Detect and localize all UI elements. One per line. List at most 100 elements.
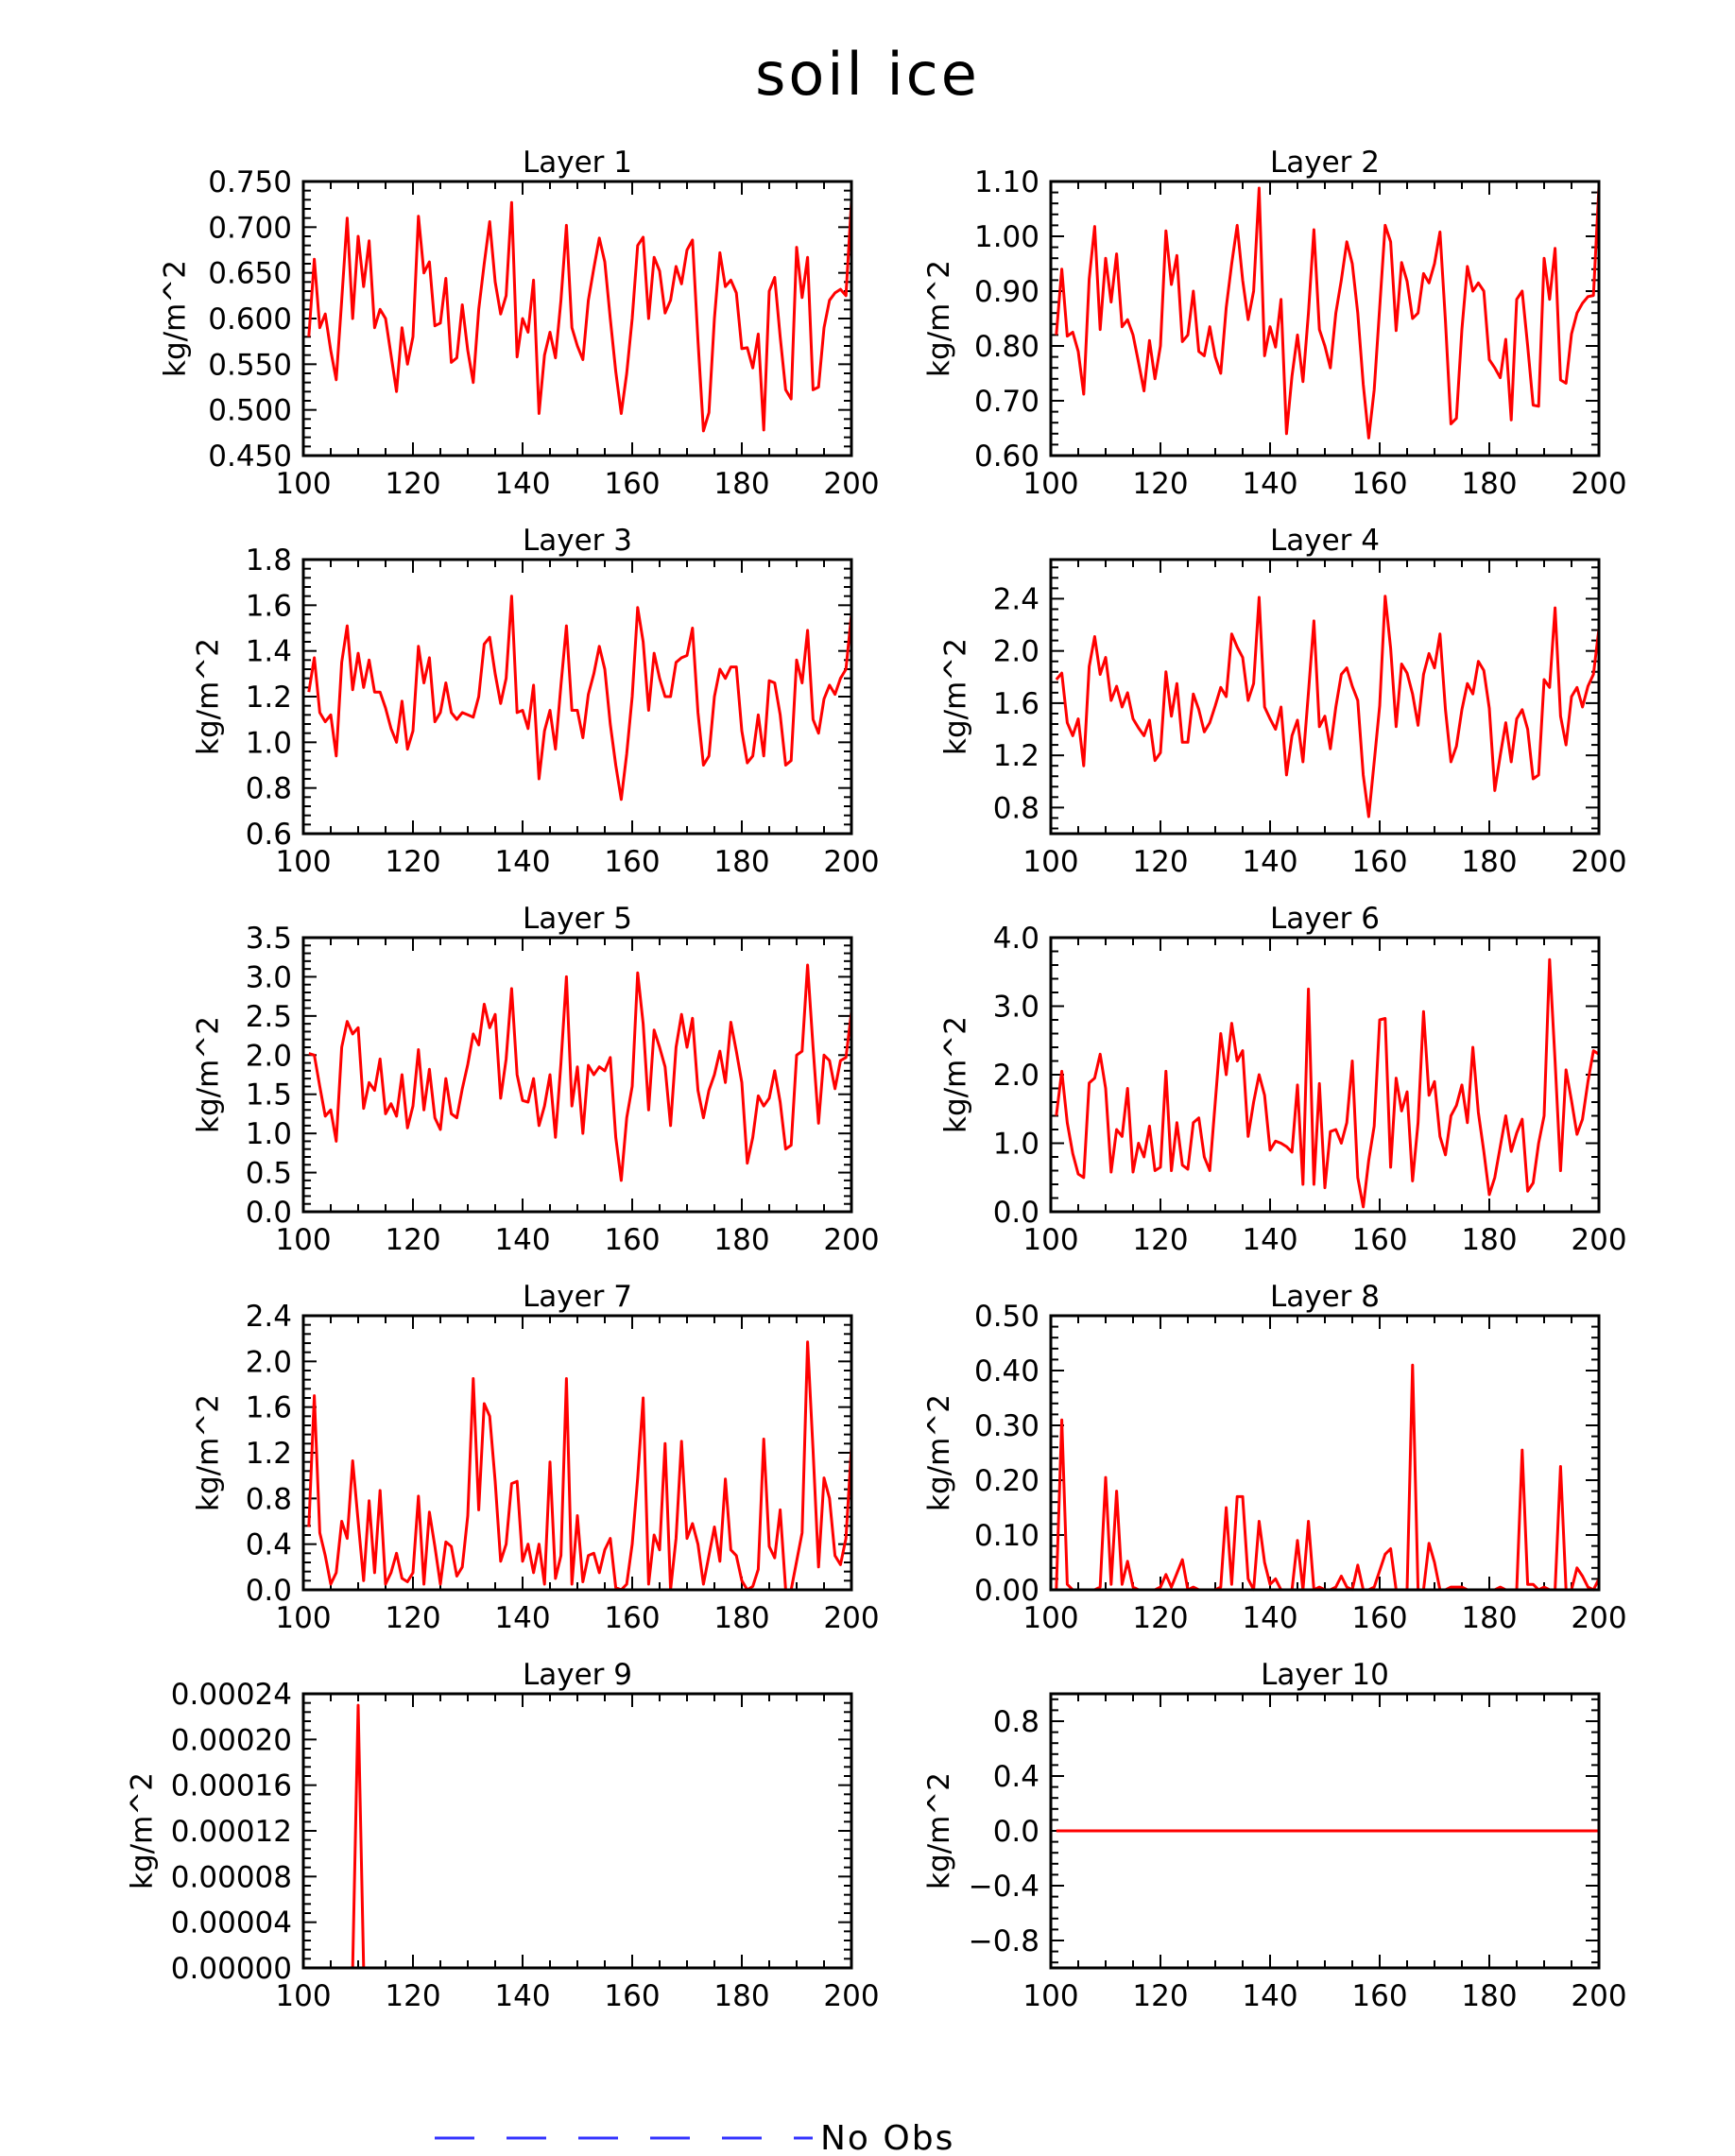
y-tick-label: 0.70	[974, 385, 1039, 419]
series-line	[1055, 186, 1601, 440]
y-tick-label: 0.00000	[171, 1952, 292, 1986]
x-tick-label: 180	[1461, 1223, 1517, 1257]
y-tick-label: −0.8	[969, 1924, 1039, 1958]
panel-6: Layer 6 100 120 140 160 180 200 0.0 1.0 2.0 3.0 4.0…	[939, 902, 1627, 1257]
y-tick-label: 1.2	[246, 681, 292, 715]
x-tick-label: 140	[494, 1223, 550, 1257]
y-tick-label: 0.8	[246, 772, 292, 806]
y-tick-label: 0.6	[246, 818, 292, 852]
x-tick-label: 160	[1351, 1223, 1407, 1257]
x-tick-label: 160	[1351, 467, 1407, 501]
y-tick-label: 0.0	[246, 1574, 292, 1608]
y-tick-label: 0.50	[974, 1300, 1039, 1334]
x-tick-label: 120	[1132, 1223, 1188, 1257]
plot-frame	[301, 1692, 853, 1970]
y-axis-label: kg/m^2	[192, 1016, 226, 1133]
panel-title: Layer 4	[1270, 524, 1380, 558]
x-tick-label: 180	[1461, 1979, 1517, 2013]
plot-frame	[1049, 1692, 1601, 1970]
y-tick-label: 2.0	[246, 1345, 292, 1379]
panel-8: Layer 8 100 120 140 160 180 200 0.00 0.10 0.20 0.3…	[922, 1280, 1627, 1635]
y-tick-label: 0.450	[208, 440, 292, 474]
series-line	[1055, 957, 1600, 1209]
y-tick-label: 0.00020	[171, 1723, 292, 1757]
plot-frame	[301, 1314, 853, 1592]
series-line	[307, 595, 853, 802]
plot-frame	[301, 180, 853, 457]
y-axis-label: kg/m^2	[192, 1394, 226, 1511]
y-axis-label: kg/m^2	[939, 638, 973, 755]
x-tick-label: 200	[1571, 845, 1626, 879]
x-tick-label: 100	[1022, 1979, 1078, 2013]
x-tick-label: 200	[823, 845, 879, 879]
x-tick-label: 100	[275, 467, 331, 501]
x-tick-label: 200	[823, 1979, 879, 2013]
x-tick-label: 200	[823, 467, 879, 501]
panel-title: Layer 2	[1270, 146, 1380, 180]
y-tick-label: 0.8	[246, 1482, 292, 1516]
y-tick-label: 3.0	[246, 960, 292, 994]
x-tick-label: 200	[823, 1223, 879, 1257]
x-tick-label: 160	[1351, 1979, 1407, 2013]
x-tick-label: 180	[1461, 467, 1517, 501]
x-tick-label: 120	[385, 1979, 440, 2013]
y-tick-label: 2.0	[993, 1059, 1039, 1093]
plot-frame	[301, 936, 853, 1214]
y-tick-label: 0.500	[208, 394, 292, 428]
panel-2: Layer 2 100 120 140 160 180 200 0.60 0.70 0.80 0.9…	[922, 146, 1627, 501]
y-tick-label: 0.600	[208, 302, 292, 336]
y-tick-label: −0.4	[969, 1870, 1039, 1904]
x-tick-label: 120	[1132, 1979, 1188, 2013]
y-tick-label: 0.5	[246, 1157, 292, 1191]
y-tick-label: 3.0	[993, 991, 1039, 1025]
x-tick-label: 180	[713, 1601, 769, 1635]
x-tick-label: 140	[1242, 845, 1297, 879]
y-tick-label: 1.0	[246, 1117, 292, 1151]
x-tick-label: 140	[494, 845, 550, 879]
y-tick-label: 0.650	[208, 257, 292, 291]
x-tick-label: 200	[1571, 467, 1626, 501]
series-line	[308, 1703, 851, 1970]
x-tick-label: 100	[1022, 1601, 1078, 1635]
y-tick-label: 2.0	[246, 1039, 292, 1073]
x-tick-label: 180	[713, 1223, 769, 1257]
y-tick-label: 1.6	[246, 1391, 292, 1425]
x-tick-label: 100	[275, 1979, 331, 2013]
x-tick-label: 160	[604, 1223, 660, 1257]
x-tick-label: 160	[604, 845, 660, 879]
panel-title: Layer 1	[523, 146, 632, 180]
y-tick-label: 1.5	[246, 1078, 292, 1112]
y-axis-label: kg/m^2	[192, 638, 226, 755]
y-tick-label: 0.20	[974, 1464, 1039, 1498]
plot-frame	[1049, 180, 1601, 457]
x-tick-label: 100	[275, 1601, 331, 1635]
y-axis-label: kg/m^2	[159, 260, 193, 377]
legend-no-obs-label: No Obs	[820, 2119, 954, 2156]
series-line	[1055, 1363, 1601, 1592]
x-tick-label: 120	[385, 1601, 440, 1635]
panel-4: Layer 4 100 120 140 160 180 200 0.8 1.2 1.6 2.0 2.4…	[939, 524, 1627, 879]
x-tick-label: 140	[1242, 1223, 1297, 1257]
x-tick-label: 100	[275, 1223, 331, 1257]
x-tick-label: 100	[1022, 467, 1078, 501]
y-tick-label: 0.4	[993, 1760, 1039, 1794]
panel-3: Layer 3 100 120 140 160 180 200 0.6 0.8 1.0 1.2 1.4…	[192, 524, 880, 879]
panel-title: Layer 5	[523, 902, 632, 936]
x-tick-label: 140	[494, 1601, 550, 1635]
x-tick-label: 160	[604, 1979, 660, 2013]
figure-title: soil ice	[755, 40, 980, 109]
y-tick-label: 0.00012	[171, 1815, 292, 1849]
plot-frame	[1049, 558, 1601, 836]
y-axis-label: kg/m^2	[126, 1772, 160, 1889]
panel-5: Layer 5 100 120 140 160 180 200 0.0 0.5 1.0 1.5 2.0…	[192, 902, 880, 1257]
x-tick-label: 140	[494, 1979, 550, 2013]
y-tick-label: 0.750	[208, 165, 292, 199]
x-tick-label: 180	[713, 467, 769, 501]
x-tick-label: 180	[713, 1979, 769, 2013]
y-tick-label: 0.00008	[171, 1860, 292, 1894]
panel-1: Layer 1 100 120 140 160 180 200 0.450 0.500 0.550…	[159, 146, 880, 501]
y-tick-label: 2.5	[246, 1000, 292, 1034]
panel-title: Layer 3	[523, 524, 632, 558]
panel-title: Layer 6	[1270, 902, 1380, 936]
